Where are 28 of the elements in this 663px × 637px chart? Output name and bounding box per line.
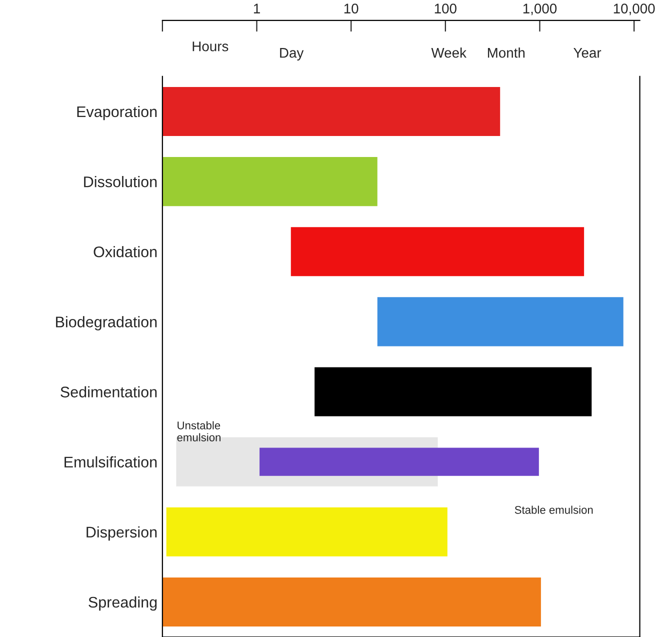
text: Day — [280, 48, 304, 60]
bar — [260, 448, 539, 476]
x-tick-label: 1 — [254, 4, 260, 14]
x-axis-title: Hours — [192, 42, 228, 52]
annotation: Stable emulsion — [514, 506, 593, 514]
x-tick-label: 10 — [344, 4, 358, 14]
bar — [162, 577, 541, 626]
y-tick-label: Dispersion — [86, 526, 157, 541]
bar — [162, 157, 378, 206]
x-tick-label: 100 — [434, 4, 456, 14]
bar — [377, 297, 624, 346]
text: Month — [488, 48, 525, 58]
annotation: Unstable emulsion — [177, 421, 220, 442]
x-tick-label: 1,000 — [523, 4, 557, 16]
text: Week — [431, 48, 466, 58]
y-tick-label: Emulsification — [64, 456, 157, 468]
y-tick-label: Spreading — [88, 596, 157, 611]
bar — [290, 227, 584, 276]
y-tick-label: Sedimentation — [60, 386, 157, 398]
bar — [162, 86, 500, 136]
bar — [314, 367, 592, 416]
bar — [166, 507, 448, 556]
y-tick-label: Oxidation — [94, 246, 157, 258]
x-tick-label: 10,000 — [614, 4, 655, 16]
text: Year — [574, 48, 602, 58]
y-tick-label: Evaporation — [77, 106, 157, 120]
y-tick-label: Dissolution — [84, 176, 157, 188]
y-tick-label: Biodegradation — [56, 316, 157, 330]
